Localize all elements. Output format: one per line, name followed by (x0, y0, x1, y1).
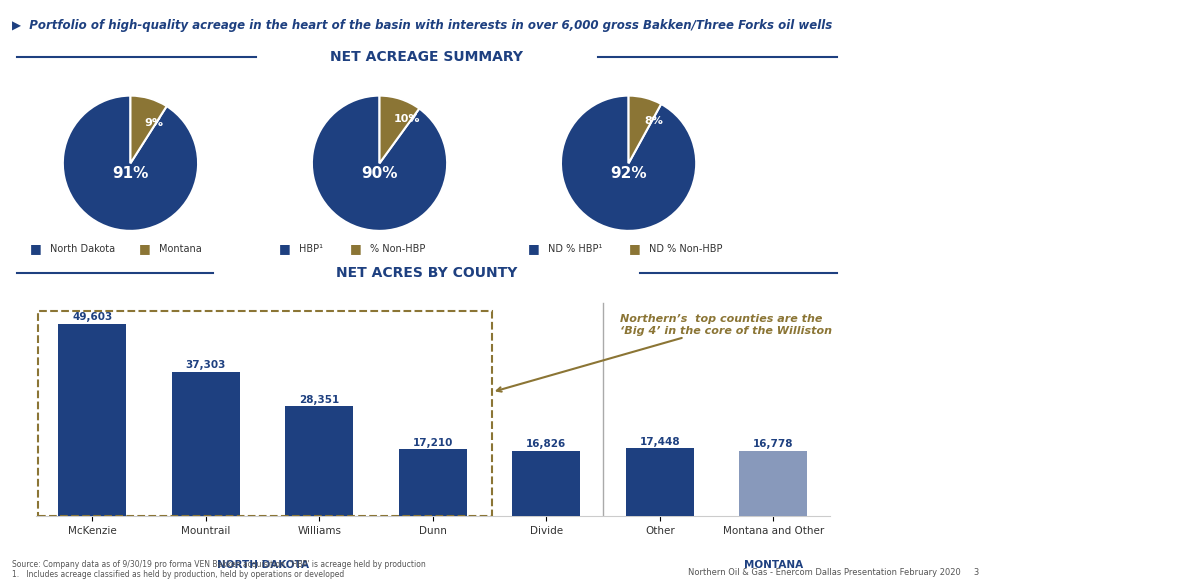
Text: ■: ■ (629, 242, 640, 255)
Text: 10%: 10% (394, 114, 420, 124)
Bar (512, 451, 580, 516)
Text: 91%: 91% (113, 166, 148, 181)
Text: NET ACRES BY COUNTY: NET ACRES BY COUNTY (337, 265, 517, 280)
Wedge shape (629, 96, 661, 163)
Text: ■: ■ (528, 242, 540, 255)
Text: 16,826: 16,826 (527, 440, 567, 449)
Text: Northern Oil & Gas - Enercom Dallas Presentation February 2020     3: Northern Oil & Gas - Enercom Dallas Pres… (688, 568, 980, 577)
Bar (398, 449, 467, 516)
Text: OPERATOR PARTNERS: OPERATOR PARTNERS (950, 461, 1077, 472)
Wedge shape (312, 96, 447, 231)
Wedge shape (561, 96, 696, 231)
Text: Source: Company data as of 9/30/19 pro forma VEN Bakken acquisition. 'HBP' is ac: Source: Company data as of 9/30/19 pro f… (12, 560, 426, 579)
Text: HBP¹: HBP¹ (299, 244, 323, 254)
Text: Montana: Montana (159, 244, 202, 254)
Text: 92%: 92% (611, 166, 646, 181)
Wedge shape (130, 96, 167, 163)
Bar (58, 324, 127, 516)
Bar (626, 448, 694, 516)
Wedge shape (380, 96, 420, 163)
Bar (286, 406, 353, 516)
Bar (38, 311, 492, 516)
Text: MONTANA: MONTANA (744, 560, 803, 570)
Text: NET ACREAGE SUMMARY: NET ACREAGE SUMMARY (331, 50, 523, 64)
Text: ■: ■ (30, 242, 42, 255)
Text: ■: ■ (279, 242, 291, 255)
Text: ■: ■ (139, 242, 151, 255)
Text: NORTH DAKOTA: NORTH DAKOTA (217, 560, 308, 570)
Text: ND % HBP¹: ND % HBP¹ (548, 244, 602, 254)
Bar (739, 451, 808, 516)
Text: Northern’s  top counties are the
‘Big 4’ in the core of the Williston: Northern’s top counties are the ‘Big 4’ … (497, 314, 833, 392)
Text: 17,448: 17,448 (639, 437, 681, 447)
Wedge shape (63, 96, 198, 231)
Text: 90%: 90% (362, 166, 397, 181)
Text: 16,778: 16,778 (753, 440, 793, 449)
Text: North Dakota: North Dakota (50, 244, 115, 254)
Text: 9%: 9% (145, 118, 164, 128)
Text: % Non-HBP: % Non-HBP (370, 244, 426, 254)
Text: ▶  Portfolio of high-quality acreage in the heart of the basin with interests in: ▶ Portfolio of high-quality acreage in t… (12, 19, 833, 31)
Text: 37,303: 37,303 (186, 360, 227, 370)
Text: 28,351: 28,351 (299, 395, 339, 405)
Text: 17,210: 17,210 (413, 438, 453, 448)
Text: ND % Non-HBP: ND % Non-HBP (649, 244, 722, 254)
Text: 40+: 40+ (980, 404, 1047, 433)
Text: NET ACRES: NET ACRES (981, 158, 1046, 168)
Text: 8%: 8% (645, 117, 664, 127)
Text: HELD BY PRODUCTION¹: HELD BY PRODUCTION¹ (945, 310, 1082, 320)
Text: ■: ■ (350, 242, 362, 255)
Bar (172, 371, 240, 516)
Text: 183,518: 183,518 (944, 101, 1083, 129)
Text: 90%: 90% (977, 252, 1050, 281)
Text: 49,603: 49,603 (72, 312, 113, 322)
